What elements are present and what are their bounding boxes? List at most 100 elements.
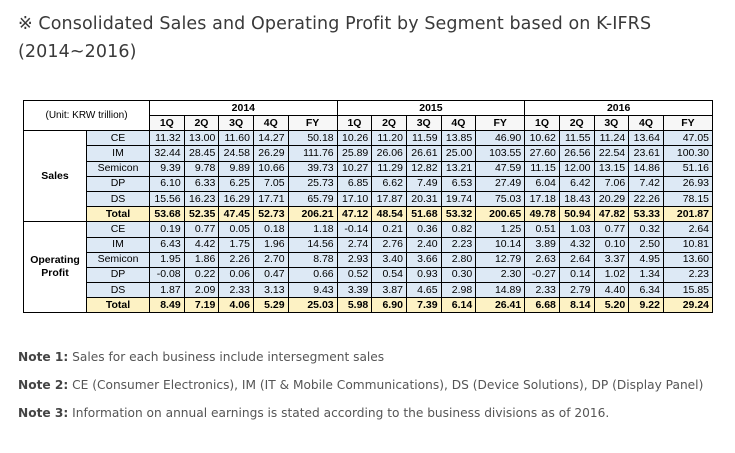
value-cell: 12.82 xyxy=(405,160,442,177)
value-cell: 1.95 xyxy=(149,251,185,268)
value-cell: 1.18 xyxy=(287,221,338,238)
segment-label: Semicon xyxy=(85,160,151,177)
table-row: DS 1.87 2.09 2.33 3.13 9.43 3.39 3.87 4.65 2.98 14… xyxy=(24,282,714,299)
value-cell: 14.89 xyxy=(475,282,526,299)
value-cell: 200.65 xyxy=(475,206,526,223)
note-3-label: Note 3: xyxy=(18,406,69,420)
value-cell: 2.80 xyxy=(440,251,477,268)
quarter-header: 2Q xyxy=(558,114,595,132)
value-cell: 47.45 xyxy=(218,206,254,223)
value-cell: 0.82 xyxy=(440,221,477,238)
value-cell: 49.78 xyxy=(524,206,560,223)
value-cell: 2.23 xyxy=(440,236,477,253)
header-row-quarters: 1Q 2Q 3Q 4Q FY 1Q 2Q 3Q 4Q FY 1Q 2Q 3Q 4Q FY xyxy=(24,114,714,132)
value-cell: 11.20 xyxy=(371,130,407,147)
group-label-text: Sales xyxy=(41,169,69,182)
note-3: Note 3: Information on annual earnings i… xyxy=(18,399,728,427)
value-cell: 6.68 xyxy=(524,297,560,314)
value-cell: 103.55 xyxy=(475,145,526,162)
value-cell: 1.25 xyxy=(475,221,526,238)
value-cell: 9.22 xyxy=(628,297,664,314)
value-cell: 4.06 xyxy=(218,297,254,314)
value-cell: 0.66 xyxy=(287,266,338,284)
value-cell: 3.13 xyxy=(252,282,289,299)
segment-label: DS xyxy=(85,282,151,299)
value-cell: 50.94 xyxy=(558,206,595,223)
value-cell: 26.56 xyxy=(558,145,595,162)
value-cell: 3.87 xyxy=(371,282,407,299)
value-cell: 25.89 xyxy=(336,145,373,162)
value-cell: 75.03 xyxy=(475,190,526,208)
value-cell: 4.32 xyxy=(558,236,595,253)
value-cell: 7.06 xyxy=(593,175,630,192)
value-cell: 0.93 xyxy=(405,266,442,284)
value-cell: 6.43 xyxy=(149,236,185,253)
value-cell: 65.79 xyxy=(287,190,338,208)
value-cell: -0.27 xyxy=(524,266,560,284)
value-cell: 0.52 xyxy=(336,266,373,284)
value-cell: 51.16 xyxy=(662,160,714,177)
value-cell: 201.87 xyxy=(662,206,714,223)
segment-label: Semicon xyxy=(85,251,151,268)
value-cell: 47.59 xyxy=(475,160,526,177)
value-cell: 26.93 xyxy=(662,175,714,192)
value-cell: 4.42 xyxy=(183,236,220,253)
value-cell: 10.81 xyxy=(662,236,714,253)
quarter-header: FY xyxy=(287,114,338,132)
value-cell: 17.18 xyxy=(524,190,560,208)
value-cell: 2.09 xyxy=(183,282,220,299)
value-cell: 20.29 xyxy=(593,190,630,208)
segment-label: DP xyxy=(85,266,151,284)
value-cell: 6.04 xyxy=(524,175,560,192)
value-cell: 4.65 xyxy=(405,282,442,299)
value-cell: 13.60 xyxy=(662,251,714,268)
value-cell: 11.32 xyxy=(149,130,185,147)
value-cell: 16.23 xyxy=(183,190,220,208)
segment-label: DS xyxy=(85,190,151,208)
value-cell: 13.00 xyxy=(183,130,220,147)
value-cell: -0.08 xyxy=(149,266,185,284)
table-row: Operating Profit CE 0.19 0.77 0.05 0.18 1.18 -0.… xyxy=(23,221,714,314)
quarter-header: 1Q xyxy=(149,114,185,132)
value-cell: 50.18 xyxy=(287,130,338,147)
value-cell: 0.10 xyxy=(593,236,630,253)
value-cell: 78.15 xyxy=(662,190,714,208)
value-cell: 6.34 xyxy=(628,282,664,299)
value-cell: 47.82 xyxy=(593,206,630,223)
value-cell: 6.25 xyxy=(218,175,254,192)
value-cell: 52.73 xyxy=(252,206,289,223)
value-cell: 32.44 xyxy=(149,145,185,162)
value-cell: 11.60 xyxy=(218,130,254,147)
value-cell: 0.19 xyxy=(149,221,185,238)
value-cell: 2.64 xyxy=(662,221,714,238)
value-cell: 27.49 xyxy=(475,175,526,192)
group-label-line-2: Profit xyxy=(41,267,69,280)
quarter-header: 1Q xyxy=(336,114,373,132)
value-cell: 7.42 xyxy=(628,175,664,192)
segment-label: CE xyxy=(85,221,151,238)
value-cell: 12.79 xyxy=(475,251,526,268)
value-cell: 2.98 xyxy=(440,282,477,299)
value-cell: 15.85 xyxy=(662,282,714,299)
year-header: 2014 xyxy=(149,100,338,116)
quarter-header: 3Q xyxy=(405,114,442,132)
year-header: 2015 xyxy=(336,100,526,116)
value-cell: 3.66 xyxy=(405,251,442,268)
value-cell: 14.56 xyxy=(287,236,338,253)
value-cell: 9.43 xyxy=(287,282,338,299)
value-cell: 17.10 xyxy=(336,190,373,208)
value-cell: 6.85 xyxy=(336,175,373,192)
value-cell: 13.15 xyxy=(593,160,630,177)
year-header: 2016 xyxy=(524,100,713,116)
value-cell: 9.89 xyxy=(218,160,254,177)
value-cell: 8.14 xyxy=(558,297,595,314)
value-cell: 6.14 xyxy=(440,297,477,314)
value-cell: 0.30 xyxy=(440,266,477,284)
value-cell: 19.74 xyxy=(440,190,477,208)
value-cell: 1.86 xyxy=(183,251,220,268)
value-cell: 0.77 xyxy=(593,221,630,238)
group-label: Operating Profit xyxy=(23,221,87,314)
notes-section: Note 1: Sales for each business include … xyxy=(18,343,728,427)
table-row: Semicon 1.95 1.86 2.26 2.70 8.78 2.93 3.40 3.66 2… xyxy=(24,251,714,268)
value-cell: -0.14 xyxy=(336,221,373,238)
